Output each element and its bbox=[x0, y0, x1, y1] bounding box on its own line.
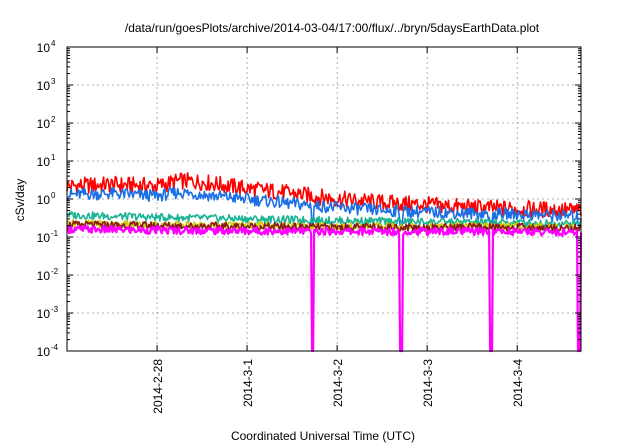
y-tick-exponent: 1 bbox=[51, 153, 56, 162]
y-tick-label: 10 bbox=[37, 307, 51, 321]
y-tick-exponent: 3 bbox=[51, 77, 56, 86]
series-line bbox=[66, 211, 582, 228]
y-tick-exponent: 2 bbox=[51, 115, 56, 124]
ticks bbox=[67, 46, 581, 352]
y-tick-exponent: 0 bbox=[51, 191, 56, 200]
y-tick-exponent: -1 bbox=[51, 229, 59, 238]
y-tick-exponent: -2 bbox=[51, 267, 59, 276]
y-tick-exponent: 4 bbox=[51, 39, 56, 48]
y-tick-label: 10 bbox=[37, 231, 51, 245]
series-layer bbox=[66, 172, 583, 353]
x-tick-labels: 2014-2-28 2014-3-1 2014-3-2 2014-3-3 2014-3-… bbox=[151, 359, 525, 414]
x-tick-label: 2014-3-4 bbox=[511, 359, 525, 407]
y-tick-label: 10 bbox=[37, 117, 51, 131]
y-tick-exponent: -4 bbox=[51, 343, 59, 352]
y-tick-label: 10 bbox=[37, 41, 51, 55]
y-axis-label: cSv/day bbox=[13, 179, 27, 222]
series-line bbox=[66, 224, 583, 353]
y-tick-label: 10 bbox=[37, 269, 51, 283]
y-tick-label: 10 bbox=[37, 193, 51, 207]
y-tick-label: 10 bbox=[37, 345, 51, 359]
y-tick-label: 10 bbox=[37, 79, 51, 93]
y-tick-label: 10 bbox=[37, 155, 51, 169]
chart-title: /data/run/goesPlots/archive/2014-03-04/1… bbox=[125, 21, 540, 35]
y-tick-exponent: -3 bbox=[51, 305, 59, 314]
x-tick-label: 2014-3-1 bbox=[241, 359, 255, 407]
series-line bbox=[66, 186, 582, 227]
x-tick-label: 2014-2-28 bbox=[151, 359, 165, 414]
x-axis-label: Coordinated Universal Time (UTC) bbox=[231, 429, 415, 443]
x-tick-label: 2014-3-2 bbox=[331, 359, 345, 407]
x-tick-label: 2014-3-3 bbox=[421, 359, 435, 407]
